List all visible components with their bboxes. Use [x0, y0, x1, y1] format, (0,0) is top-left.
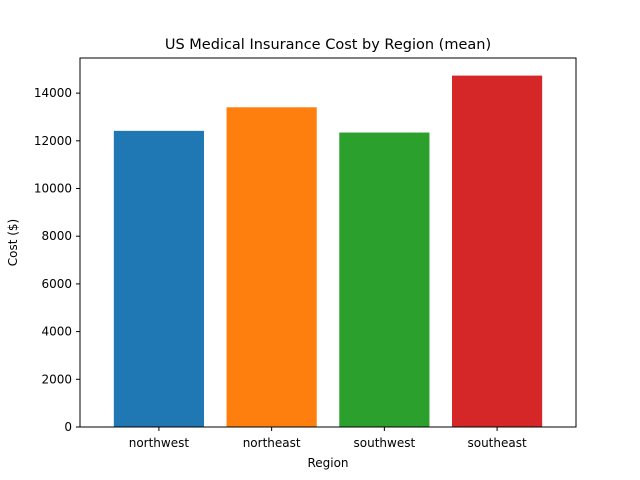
chart-title: US Medical Insurance Cost by Region (mea… — [165, 37, 491, 53]
bar-southeast — [452, 75, 543, 427]
bar-northeast — [226, 107, 317, 428]
bar-southwest — [339, 132, 430, 427]
bar-northwest — [113, 130, 204, 427]
x-tick-label: northeast — [243, 436, 301, 450]
x-axis: northwest northeast southwest southeast — [129, 427, 527, 450]
y-axis: 0 2000 4000 6000 8000 10000 12000 14000 — [34, 86, 80, 434]
y-tick-label: 12000 — [34, 134, 72, 148]
y-tick-label: 14000 — [34, 86, 72, 100]
y-tick-label: 0 — [64, 420, 72, 434]
x-tick-label: southwest — [354, 436, 416, 450]
x-tick-label: southeast — [467, 436, 526, 450]
y-tick-label: 8000 — [41, 229, 72, 243]
x-tick-label: northwest — [129, 436, 190, 450]
x-axis-label: Region — [307, 456, 348, 470]
y-tick-label: 10000 — [34, 182, 72, 196]
y-axis-label: Cost ($) — [6, 219, 20, 267]
plot-frame — [79, 57, 577, 428]
y-tick-label: 6000 — [41, 277, 72, 291]
y-tick-label: 4000 — [41, 325, 72, 339]
bars-group — [113, 75, 543, 428]
y-tick-label: 2000 — [41, 372, 72, 386]
